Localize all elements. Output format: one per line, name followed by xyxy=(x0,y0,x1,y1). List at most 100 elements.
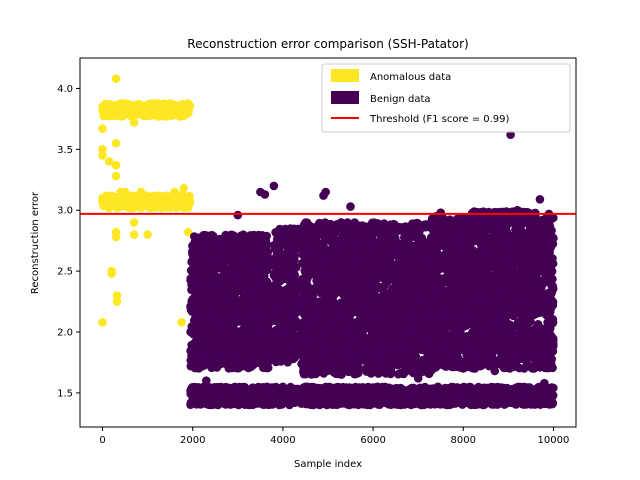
data-point xyxy=(211,355,220,364)
data-point xyxy=(354,317,364,327)
data-point xyxy=(209,261,218,271)
data-point xyxy=(111,138,121,148)
data-point xyxy=(385,255,394,264)
data-point xyxy=(254,322,263,332)
data-point xyxy=(190,260,199,270)
data-point xyxy=(202,266,211,276)
data-point xyxy=(207,283,217,292)
data-point xyxy=(254,239,264,248)
data-point xyxy=(98,124,107,133)
data-point xyxy=(205,238,215,247)
data-point xyxy=(249,230,259,240)
data-point xyxy=(239,248,248,257)
data-point xyxy=(334,279,343,289)
data-point xyxy=(195,253,204,262)
data-point xyxy=(207,363,216,373)
data-point xyxy=(183,108,193,118)
data-point xyxy=(259,363,268,373)
data-point xyxy=(259,248,269,258)
data-point xyxy=(380,290,390,300)
data-point xyxy=(177,318,186,327)
data-point xyxy=(258,231,267,240)
data-point xyxy=(259,255,269,264)
data-point xyxy=(398,271,408,281)
data-point xyxy=(343,320,353,329)
data-point xyxy=(269,269,279,279)
data-point xyxy=(273,248,282,258)
data-point xyxy=(410,285,419,295)
data-point xyxy=(238,280,247,290)
data-point xyxy=(277,258,287,267)
data-point xyxy=(308,317,317,326)
data-point xyxy=(227,255,237,265)
data-point xyxy=(392,283,402,293)
data-point xyxy=(380,324,390,334)
data-point xyxy=(333,265,342,275)
data-point xyxy=(357,221,367,230)
data-point xyxy=(112,297,122,306)
data-point xyxy=(300,368,310,378)
data-point xyxy=(107,266,116,276)
data-point xyxy=(392,322,402,332)
data-point xyxy=(129,118,139,127)
data-point xyxy=(302,280,312,290)
data-point xyxy=(324,246,333,255)
data-point xyxy=(305,242,315,251)
data-point xyxy=(227,236,236,245)
data-point xyxy=(242,233,252,243)
data-point xyxy=(303,223,313,232)
data-point xyxy=(337,355,347,364)
data-point xyxy=(224,289,234,298)
data-point xyxy=(227,357,236,367)
data-point xyxy=(383,227,393,236)
data-point xyxy=(401,284,411,293)
data-point xyxy=(190,285,199,295)
data-point xyxy=(395,222,404,232)
data-point xyxy=(105,157,114,166)
data-point xyxy=(419,361,429,371)
data-point xyxy=(350,363,360,372)
data-point xyxy=(418,238,428,248)
data-point xyxy=(378,273,387,283)
data-point xyxy=(379,248,388,258)
data-point xyxy=(308,363,318,372)
data-point xyxy=(224,273,234,283)
data-point xyxy=(269,286,279,295)
data-point xyxy=(111,232,121,242)
data-point xyxy=(217,291,227,300)
data-point xyxy=(206,247,215,256)
data-point xyxy=(296,325,306,334)
data-point xyxy=(322,281,331,291)
data-point xyxy=(193,233,203,243)
data-point xyxy=(120,187,130,197)
data-point xyxy=(275,274,285,284)
data-point xyxy=(276,285,285,295)
data-point xyxy=(320,218,330,227)
data-point xyxy=(262,277,272,287)
data-point xyxy=(401,317,411,327)
data-point xyxy=(203,231,213,241)
data-point xyxy=(325,235,334,245)
data-point xyxy=(274,238,283,248)
data-point xyxy=(396,369,406,378)
data-point xyxy=(407,232,416,242)
data-point xyxy=(251,353,260,363)
data-point xyxy=(317,362,327,371)
series-benign xyxy=(186,130,558,410)
data-point xyxy=(361,281,370,290)
data-point xyxy=(195,243,205,253)
data-point xyxy=(413,264,423,274)
data-point xyxy=(229,279,239,289)
data-point xyxy=(399,247,409,256)
data-point xyxy=(111,160,121,170)
data-point xyxy=(411,352,421,362)
data-point xyxy=(311,283,320,293)
data-point xyxy=(170,187,179,197)
data-point xyxy=(262,323,271,332)
data-point xyxy=(183,227,193,237)
data-point xyxy=(250,255,260,265)
data-point xyxy=(332,236,342,246)
data-point xyxy=(235,256,245,266)
data-point xyxy=(356,244,366,254)
data-point xyxy=(190,357,200,367)
